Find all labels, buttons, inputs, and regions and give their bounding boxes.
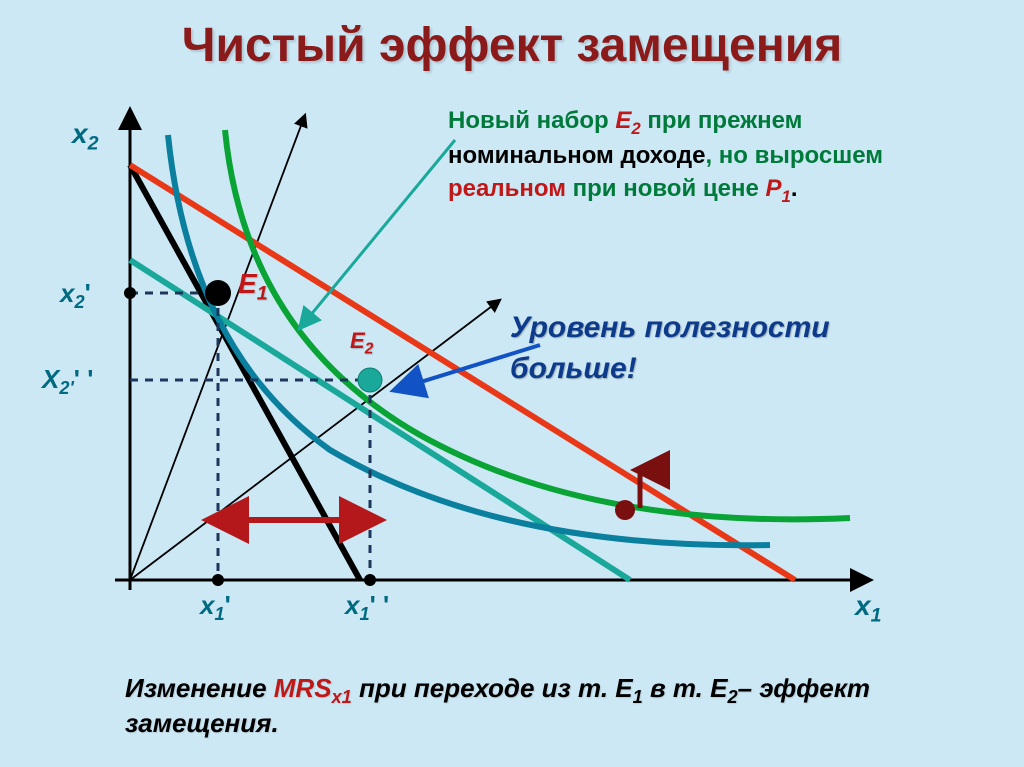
point-red (615, 500, 635, 520)
tick-x2p: x2' (60, 278, 91, 313)
point-x1p-dot (212, 574, 224, 586)
tick-x1pp: x1' ' (345, 590, 389, 625)
label-e2: E2 (350, 328, 373, 358)
point-x1pp-dot (364, 574, 376, 586)
point-e1 (205, 280, 231, 306)
tick-x1p: x1' (200, 590, 231, 625)
x-axis-label: x1 (855, 590, 881, 628)
chart: x2 x1 x2' X2'' ' x1' x1' ' E1 E2 Новый н… (0, 90, 1024, 690)
footer-text: Изменение MRSx1 при переходе из т. E1 в … (125, 673, 1024, 739)
e2-pointer (300, 140, 455, 328)
y-axis-label: x2 (72, 118, 98, 156)
annotation-utility: Уровень полезности больше! (510, 308, 830, 389)
label-e1: E1 (238, 268, 268, 306)
annotation-top: Новый набор E2 при прежнем номинальном д… (448, 105, 918, 208)
point-e2 (358, 368, 382, 392)
tick-x2pp: X2'' ' (42, 364, 93, 399)
page-title: Чистый эффект замещения (0, 0, 1024, 73)
point-x2p-dot (124, 287, 136, 299)
